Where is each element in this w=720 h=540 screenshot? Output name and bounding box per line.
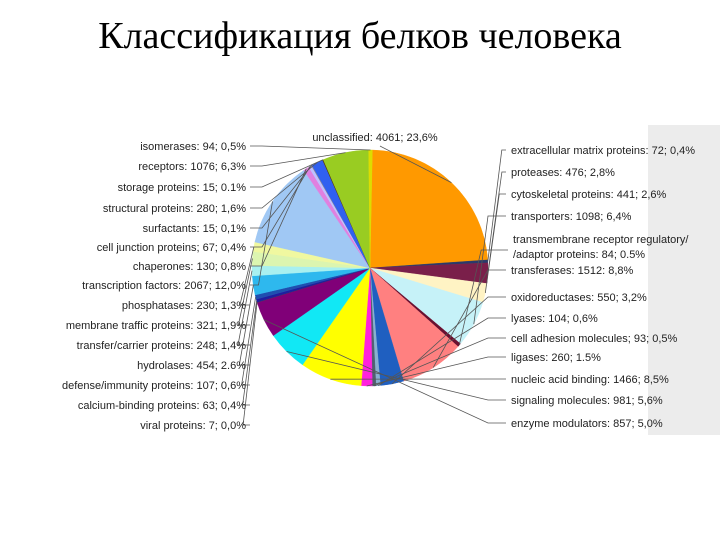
leader-line-18 bbox=[237, 270, 253, 346]
leader-line-0 bbox=[379, 145, 452, 183]
leader-line-27 bbox=[250, 152, 346, 167]
pie-label-2: proteases: 476; 2,8% bbox=[511, 167, 615, 179]
pie-label-26: storage proteins: 15; 0.1% bbox=[118, 182, 247, 194]
pie-label-9: cell adhesion molecules; 93; 0,5% bbox=[511, 333, 678, 345]
pie-label-3: cytoskeletal proteins: 441; 2,6% bbox=[511, 189, 667, 201]
leader-line-22 bbox=[250, 168, 307, 267]
pie-label-20: phosphatases: 230; 1,3% bbox=[122, 300, 246, 312]
leader-line-10 bbox=[366, 356, 506, 387]
pie-label-19: membrane traffic proteins: 321; 1,9% bbox=[66, 320, 246, 332]
leader-line-8 bbox=[377, 317, 506, 387]
pie-label-6: transferases: 1512: 8,8% bbox=[511, 265, 634, 277]
leader-line-4 bbox=[473, 215, 506, 325]
pie-label-10: ligases: 260; 1.5% bbox=[511, 352, 601, 364]
leader-line-25 bbox=[250, 162, 318, 209]
leader-line-1 bbox=[487, 149, 506, 262]
leader-line-20 bbox=[239, 246, 255, 306]
leader-line-9 bbox=[373, 337, 506, 387]
pie-label-5: transmembrane receptor regulatory//adapt… bbox=[513, 234, 689, 261]
leader-line-21 bbox=[250, 201, 273, 286]
pie-label-23: cell junction proteins; 67; 0,4% bbox=[97, 242, 246, 254]
leader-line-15 bbox=[242, 300, 257, 406]
pie-label-18: transfer/carrier proteins: 248; 1,4% bbox=[77, 340, 247, 352]
leader-line-23 bbox=[250, 166, 311, 248]
pie-slice-0 bbox=[369, 149, 488, 269]
leader-line-12 bbox=[286, 351, 506, 401]
leader-line-13 bbox=[263, 319, 506, 424]
pie-label-22: chaperones: 130; 0,8% bbox=[133, 261, 246, 273]
leader-line-3 bbox=[484, 193, 506, 294]
pie-label-4: transporters: 1098; 6,4% bbox=[511, 211, 632, 223]
pie-label-21: transcription factors: 2067; 12,0% bbox=[82, 280, 246, 292]
pie-label-17: hydrolases: 454; 2.6% bbox=[137, 360, 246, 372]
leader-line-6 bbox=[432, 269, 506, 368]
leader-line-19 bbox=[237, 258, 253, 326]
pie-label-7: oxidoreductases: 550; 3,2% bbox=[511, 292, 647, 304]
pie-label-14: viral proteins: 7; 0,0% bbox=[140, 420, 246, 432]
pie-label-12: signaling molecules: 981; 5,6% bbox=[511, 395, 663, 407]
page-title: Классификация белков человека bbox=[98, 15, 622, 57]
leader-line-28 bbox=[250, 145, 371, 151]
leader-line-16 bbox=[241, 297, 256, 386]
leader-line-24 bbox=[250, 165, 313, 229]
pie-label-11: nucleic acid binding: 1466; 8,5% bbox=[511, 374, 669, 386]
pie-label-13: enzyme modulators: 857; 5,0% bbox=[511, 418, 663, 430]
right-margin-panel bbox=[648, 125, 720, 435]
pie-label-16: defense/immunity proteins: 107; 0,6% bbox=[62, 380, 246, 392]
pie-label-25: structural proteins: 280; 1,6% bbox=[103, 203, 246, 215]
pie-label-24: surfactants: 15; 0,1% bbox=[143, 223, 247, 235]
pie-label-15: calcium-binding proteins: 63; 0,4% bbox=[78, 400, 246, 412]
leader-line-14 bbox=[242, 302, 258, 426]
pie-label-1: extracellular matrix proteins: 72; 0,4% bbox=[511, 145, 695, 157]
pie-label-0: unclassified: 4061; 23,6% bbox=[312, 132, 438, 144]
leader-line-7 bbox=[391, 296, 506, 385]
leader-line-26 bbox=[250, 159, 324, 188]
pie-label-27: receptors: 1076; 6,3% bbox=[138, 161, 246, 173]
leader-line-17 bbox=[238, 285, 254, 366]
pie-label-28: isomerases: 94; 0,5% bbox=[140, 141, 246, 153]
leader-line-5 bbox=[458, 249, 508, 346]
pie-label-8: lyases: 104; 0,6% bbox=[511, 313, 598, 325]
